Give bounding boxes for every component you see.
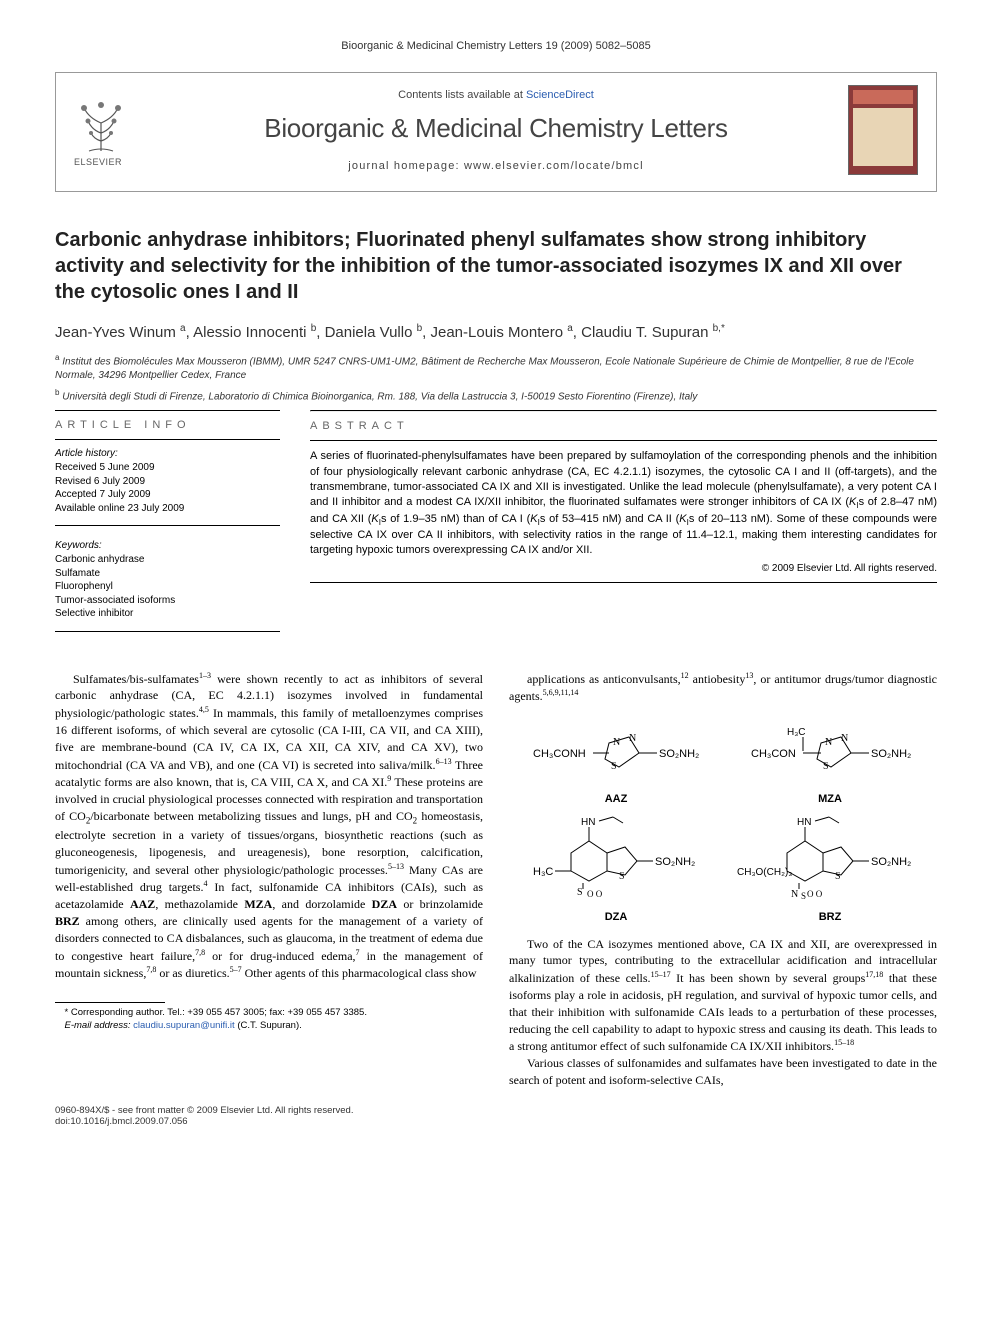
svg-text:O O: O O xyxy=(587,889,603,899)
svg-text:S: S xyxy=(619,871,625,882)
svg-text:S: S xyxy=(577,887,583,898)
history-revised: Revised 6 July 2009 xyxy=(55,475,280,489)
publisher-logo: ELSEVIER xyxy=(74,93,144,167)
keywords-label: Keywords: xyxy=(55,540,280,551)
svg-text:SO₂NH₂: SO₂NH₂ xyxy=(871,856,911,868)
issn-line: 0960-894X/$ - see front matter © 2009 El… xyxy=(55,1105,937,1116)
front-matter-footer: 0960-894X/$ - see front matter © 2009 El… xyxy=(55,1105,937,1127)
affiliation-a: a Institut des Biomolécules Max Moussero… xyxy=(55,353,937,382)
svg-text:S: S xyxy=(823,761,829,772)
contents-available: Contents lists available at ScienceDirec… xyxy=(144,89,848,101)
svg-text:S: S xyxy=(611,761,617,772)
abstract-heading: ABSTRACT xyxy=(310,420,937,432)
svg-text:H₃C: H₃C xyxy=(533,866,553,878)
keyword: Tumor-associated isoforms xyxy=(55,594,280,608)
history-received: Received 5 June 2009 xyxy=(55,461,280,475)
svg-text:SO₂NH₂: SO₂NH₂ xyxy=(655,856,695,868)
contents-label: Contents lists available at xyxy=(398,89,526,101)
article-info-column: ARTICLE INFO Article history: Received 5… xyxy=(55,410,280,640)
email-footnote: E-mail address: claudiu.supuran@unifi.it… xyxy=(55,1020,483,1033)
author-list: Jean-Yves Winum a, Alessio Innocenti b, … xyxy=(55,323,937,341)
body-text: Sulfamates/bis-sulfamates1–3 were shown … xyxy=(55,670,937,1089)
history-online: Available online 23 July 2009 xyxy=(55,502,280,516)
structure-mza: CH₃CON H₃C NN S SO₂NH₂ xyxy=(745,715,915,785)
keyword: Carbonic anhydrase xyxy=(55,553,280,567)
structure-brz: HN S CH₃O(CH₂)₃ N S O O SO₂NH₂ xyxy=(735,813,925,903)
journal-homepage: journal homepage: www.elsevier.com/locat… xyxy=(144,160,848,172)
history-label: Article history: xyxy=(55,448,280,459)
keyword: Selective inhibitor xyxy=(55,607,280,621)
chemical-structures: CH₃CONH NN S SO₂NH₂ AAZ CH₃CON H₃C xyxy=(509,715,937,925)
journal-cover-thumbnail xyxy=(848,85,918,175)
keyword: Fluorophenyl xyxy=(55,580,280,594)
svg-text:S: S xyxy=(835,871,841,882)
structure-aaz: CH₃CONH NN S SO₂NH₂ xyxy=(531,715,701,785)
svg-text:N: N xyxy=(841,733,848,744)
svg-text:H₃C: H₃C xyxy=(787,727,806,738)
svg-text:SO₂NH₂: SO₂NH₂ xyxy=(659,748,699,760)
svg-text:N: N xyxy=(613,737,620,748)
svg-text:S: S xyxy=(801,891,806,901)
body-para-3: Two of the CA isozymes mentioned above, … xyxy=(509,936,937,1056)
keyword: Sulfamate xyxy=(55,567,280,581)
chem-label-brz: BRZ xyxy=(723,910,937,925)
body-para-4: Various classes of sulfonamides and sulf… xyxy=(509,1055,937,1089)
corresponding-footnote: * Corresponding author. Tel.: +39 055 45… xyxy=(55,1007,483,1020)
svg-text:CH₃O(CH₂)₃: CH₃O(CH₂)₃ xyxy=(737,867,792,878)
history-accepted: Accepted 7 July 2009 xyxy=(55,488,280,502)
svg-text:SO₂NH₂: SO₂NH₂ xyxy=(871,748,911,760)
email-label: E-mail address: xyxy=(65,1020,131,1031)
svg-text:HN: HN xyxy=(797,817,811,828)
journal-name: Bioorganic & Medicinal Chemistry Letters xyxy=(144,113,848,144)
body-para-1: Sulfamates/bis-sulfamates1–3 were shown … xyxy=(55,670,483,983)
article-title: Carbonic anhydrase inhibitors; Fluorinat… xyxy=(55,227,937,305)
svg-text:N: N xyxy=(791,889,798,900)
author-email-link[interactable]: claudiu.supuran@unifi.it xyxy=(133,1020,235,1031)
svg-text:HN: HN xyxy=(581,817,595,828)
svg-text:CH₃CONH: CH₃CONH xyxy=(533,748,586,760)
email-attribution: (C.T. Supuran). xyxy=(237,1020,301,1031)
chem-label-dza: DZA xyxy=(509,910,723,925)
article-info-heading: ARTICLE INFO xyxy=(55,419,280,431)
journal-masthead: ELSEVIER Contents lists available at Sci… xyxy=(55,72,937,192)
abstract-column: ABSTRACT A series of fluorinated-phenyls… xyxy=(310,410,937,640)
doi-line: doi:10.1016/j.bmcl.2009.07.056 xyxy=(55,1116,937,1127)
abstract-copyright: © 2009 Elsevier Ltd. All rights reserved… xyxy=(310,563,937,574)
structure-dza: HN S H₃C S O O SO₂NH₂ xyxy=(531,813,701,903)
affiliation-b: b Università degli Studi di Firenze, Lab… xyxy=(55,388,937,404)
footnote-rule xyxy=(55,1002,165,1003)
svg-text:N: N xyxy=(629,733,636,744)
svg-text:O O: O O xyxy=(807,889,823,899)
body-para-2: applications as anticonvulsants,12 antio… xyxy=(509,670,937,706)
publisher-name: ELSEVIER xyxy=(74,157,144,167)
abstract-text: A series of fluorinated-phenylsulfamates… xyxy=(310,449,937,559)
elsevier-tree-icon xyxy=(74,93,129,153)
chem-label-mza: MZA xyxy=(723,792,937,807)
running-head: Bioorganic & Medicinal Chemistry Letters… xyxy=(55,40,937,52)
sciencedirect-link[interactable]: ScienceDirect xyxy=(526,89,594,101)
svg-text:CH₃CON: CH₃CON xyxy=(751,748,796,760)
svg-text:N: N xyxy=(825,737,832,748)
chem-label-aaz: AAZ xyxy=(509,792,723,807)
